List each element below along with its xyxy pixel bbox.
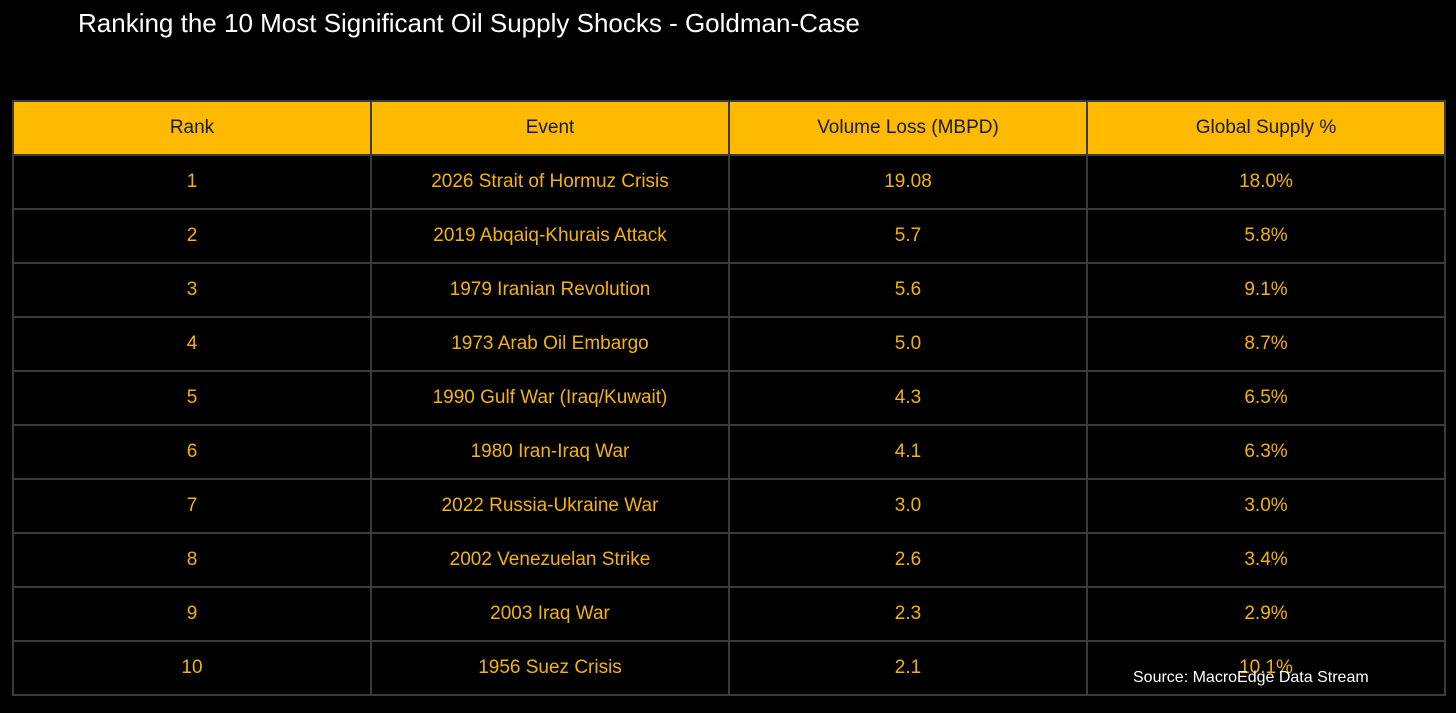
table-row: 8 2002 Venezuelan Strike 2.6 3.4% bbox=[12, 532, 1446, 588]
volume-cell: 2.1 bbox=[728, 640, 1088, 696]
event-cell: 1990 Gulf War (Iraq/Kuwait) bbox=[370, 370, 730, 426]
rank-cell: 8 bbox=[12, 532, 372, 588]
rank-cell: 5 bbox=[12, 370, 372, 426]
supply-cell: 6.5% bbox=[1086, 370, 1446, 426]
event-cell: 1973 Arab Oil Embargo bbox=[370, 316, 730, 372]
column-header-event: Event bbox=[370, 100, 730, 156]
volume-cell: 2.3 bbox=[728, 586, 1088, 642]
column-header-volume-loss: Volume Loss (MBPD) bbox=[728, 100, 1088, 156]
volume-cell: 4.3 bbox=[728, 370, 1088, 426]
supply-cell: 8.7% bbox=[1086, 316, 1446, 372]
table-row: 1 2026 Strait of Hormuz Crisis 19.08 18.… bbox=[12, 154, 1446, 210]
volume-cell: 5.6 bbox=[728, 262, 1088, 318]
supply-cell: 6.3% bbox=[1086, 424, 1446, 480]
rank-cell: 4 bbox=[12, 316, 372, 372]
supply-cell: 5.8% bbox=[1086, 208, 1446, 264]
rank-cell: 6 bbox=[12, 424, 372, 480]
event-cell: 1980 Iran-Iraq War bbox=[370, 424, 730, 480]
supply-cell: 10.1% bbox=[1086, 640, 1446, 696]
volume-cell: 5.0 bbox=[728, 316, 1088, 372]
volume-cell: 5.7 bbox=[728, 208, 1088, 264]
event-cell: 2002 Venezuelan Strike bbox=[370, 532, 730, 588]
supply-cell: 3.4% bbox=[1086, 532, 1446, 588]
event-cell: 2026 Strait of Hormuz Crisis bbox=[370, 154, 730, 210]
rank-cell: 9 bbox=[12, 586, 372, 642]
event-cell: 2019 Abqaiq-Khurais Attack bbox=[370, 208, 730, 264]
oil-shock-table: Rank Event Volume Loss (MBPD) Global Sup… bbox=[12, 100, 1446, 696]
table-row: 6 1980 Iran-Iraq War 4.1 6.3% bbox=[12, 424, 1446, 480]
rank-cell: 7 bbox=[12, 478, 372, 534]
supply-cell: 2.9% bbox=[1086, 586, 1446, 642]
table-row: 10 1956 Suez Crisis 2.1 10.1% bbox=[12, 640, 1446, 696]
rank-cell: 1 bbox=[12, 154, 372, 210]
rank-cell: 3 bbox=[12, 262, 372, 318]
event-cell: 2003 Iraq War bbox=[370, 586, 730, 642]
volume-cell: 3.0 bbox=[728, 478, 1088, 534]
column-header-global-supply: Global Supply % bbox=[1086, 100, 1446, 156]
supply-cell: 9.1% bbox=[1086, 262, 1446, 318]
page-title: Ranking the 10 Most Significant Oil Supp… bbox=[78, 8, 860, 38]
event-cell: 2022 Russia-Ukraine War bbox=[370, 478, 730, 534]
table-row: 9 2003 Iraq War 2.3 2.9% bbox=[12, 586, 1446, 642]
supply-cell: 18.0% bbox=[1086, 154, 1446, 210]
volume-cell: 2.6 bbox=[728, 532, 1088, 588]
table-row: 4 1973 Arab Oil Embargo 5.0 8.7% bbox=[12, 316, 1446, 372]
table-row: 7 2022 Russia-Ukraine War 3.0 3.0% bbox=[12, 478, 1446, 534]
volume-cell: 19.08 bbox=[728, 154, 1088, 210]
column-header-rank: Rank bbox=[12, 100, 372, 156]
table-header-row: Rank Event Volume Loss (MBPD) Global Sup… bbox=[12, 100, 1446, 156]
rank-cell: 2 bbox=[12, 208, 372, 264]
source-note: Source: MacroEdge Data Stream bbox=[1133, 669, 1369, 686]
event-cell: 1979 Iranian Revolution bbox=[370, 262, 730, 318]
rank-cell: 10 bbox=[12, 640, 372, 696]
table-row: 3 1979 Iranian Revolution 5.6 9.1% bbox=[12, 262, 1446, 318]
event-cell: 1956 Suez Crisis bbox=[370, 640, 730, 696]
supply-cell: 3.0% bbox=[1086, 478, 1446, 534]
table-row: 5 1990 Gulf War (Iraq/Kuwait) 4.3 6.5% bbox=[12, 370, 1446, 426]
table-row: 2 2019 Abqaiq-Khurais Attack 5.7 5.8% bbox=[12, 208, 1446, 264]
volume-cell: 4.1 bbox=[728, 424, 1088, 480]
